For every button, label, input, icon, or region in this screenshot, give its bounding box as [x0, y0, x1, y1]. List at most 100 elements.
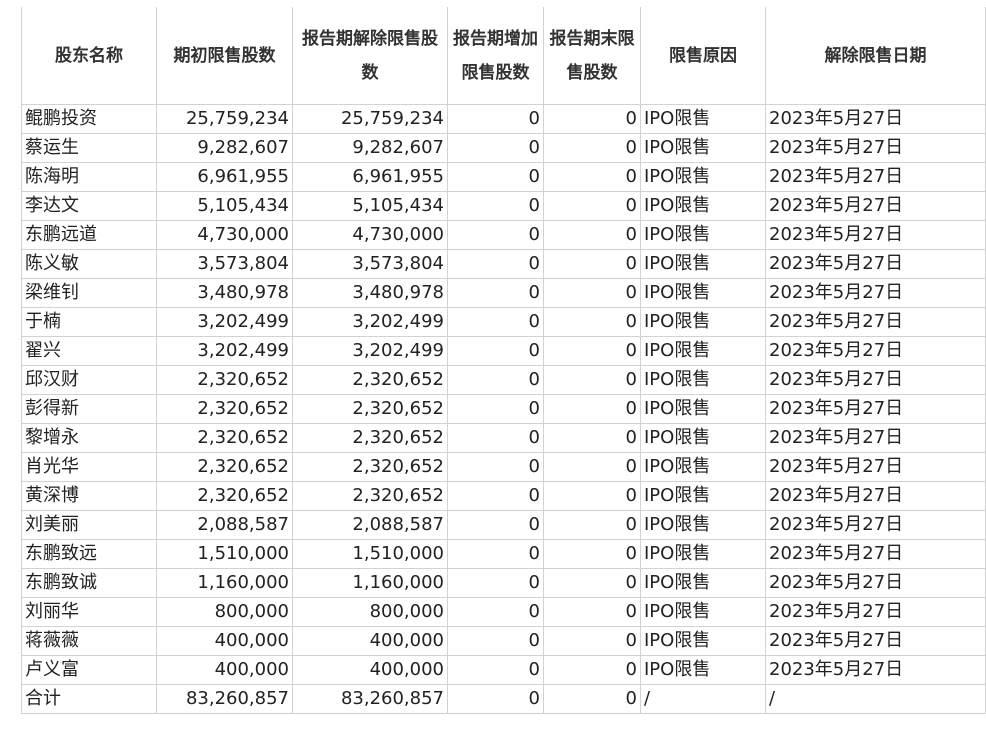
table-row: 肖光华 2,320,652 2,320,652 0 0 IPO限售 2023年5月27日	[21, 452, 986, 482]
table-row: 翟兴 3,202,499 3,202,499 0 0 IPO限售 2023年5月27日	[21, 336, 986, 366]
cell-name: 陈义敏	[21, 249, 157, 279]
cell-released: 3,480,978	[292, 278, 448, 308]
cell-added: 0	[447, 133, 544, 163]
cell-date: /	[765, 684, 986, 714]
cell-added: 0	[447, 336, 544, 366]
cell-opening: 2,320,652	[156, 423, 293, 453]
cell-date: 2023年5月27日	[765, 365, 986, 395]
cell-added: 0	[447, 510, 544, 540]
cell-reason: /	[640, 684, 766, 714]
cell-name: 蒋薇薇	[21, 626, 157, 656]
cell-opening: 5,105,434	[156, 191, 293, 221]
cell-date: 2023年5月27日	[765, 481, 986, 511]
cell-reason: IPO限售	[640, 568, 766, 598]
table-row: 陈海明 6,961,955 6,961,955 0 0 IPO限售 2023年5月27日	[21, 162, 986, 192]
table-row: 黄深博 2,320,652 2,320,652 0 0 IPO限售 2023年5月27日	[21, 481, 986, 511]
header-opening-restricted: 期初限售股数	[156, 7, 293, 105]
cell-closing: 0	[543, 626, 641, 656]
cell-released: 83,260,857	[292, 684, 448, 714]
cell-name: 刘丽华	[21, 597, 157, 627]
cell-closing: 0	[543, 220, 641, 250]
header-closing-restricted: 报告期末限售股数	[543, 7, 641, 105]
cell-date: 2023年5月27日	[765, 626, 986, 656]
cell-released: 2,320,652	[292, 423, 448, 453]
cell-added: 0	[447, 278, 544, 308]
cell-reason: IPO限售	[640, 626, 766, 656]
cell-opening: 3,202,499	[156, 336, 293, 366]
cell-closing: 0	[543, 452, 641, 482]
cell-released: 2,320,652	[292, 394, 448, 424]
cell-name: 肖光华	[21, 452, 157, 482]
header-reason: 限售原因	[640, 7, 766, 105]
cell-released: 3,573,804	[292, 249, 448, 279]
cell-added: 0	[447, 191, 544, 221]
cell-opening: 2,320,652	[156, 394, 293, 424]
cell-reason: IPO限售	[640, 133, 766, 163]
cell-opening: 2,320,652	[156, 481, 293, 511]
cell-closing: 0	[543, 104, 641, 134]
header-released: 报告期解除限售股数	[292, 7, 448, 105]
cell-date: 2023年5月27日	[765, 162, 986, 192]
cell-closing: 0	[543, 423, 641, 453]
cell-opening: 400,000	[156, 655, 293, 685]
cell-date: 2023年5月27日	[765, 278, 986, 308]
cell-reason: IPO限售	[640, 394, 766, 424]
cell-opening: 9,282,607	[156, 133, 293, 163]
cell-released: 400,000	[292, 655, 448, 685]
restricted-shares-table: 股东名称 期初限售股数 报告期解除限售股数 报告期增加限售股数 报告期末限售股数 限售原因…	[21, 7, 986, 714]
table-row: 于楠 3,202,499 3,202,499 0 0 IPO限售 2023年5月27日	[21, 307, 986, 337]
cell-name: 东鹏致远	[21, 539, 157, 569]
header-added: 报告期增加限售股数	[447, 7, 544, 105]
cell-released: 2,088,587	[292, 510, 448, 540]
cell-name: 翟兴	[21, 336, 157, 366]
cell-released: 25,759,234	[292, 104, 448, 134]
cell-name: 黎增永	[21, 423, 157, 453]
table-row: 彭得新 2,320,652 2,320,652 0 0 IPO限售 2023年5月27日	[21, 394, 986, 424]
cell-reason: IPO限售	[640, 191, 766, 221]
header-release-date: 解除限售日期	[765, 7, 986, 105]
cell-added: 0	[447, 220, 544, 250]
cell-added: 0	[447, 655, 544, 685]
cell-date: 2023年5月27日	[765, 597, 986, 627]
cell-added: 0	[447, 452, 544, 482]
cell-opening: 1,510,000	[156, 539, 293, 569]
cell-released: 9,282,607	[292, 133, 448, 163]
cell-reason: IPO限售	[640, 365, 766, 395]
cell-reason: IPO限售	[640, 539, 766, 569]
cell-closing: 0	[543, 336, 641, 366]
cell-reason: IPO限售	[640, 423, 766, 453]
cell-reason: IPO限售	[640, 655, 766, 685]
cell-released: 2,320,652	[292, 365, 448, 395]
cell-released: 800,000	[292, 597, 448, 627]
cell-opening: 3,573,804	[156, 249, 293, 279]
cell-released: 400,000	[292, 626, 448, 656]
cell-name: 刘美丽	[21, 510, 157, 540]
cell-closing: 0	[543, 394, 641, 424]
table-row: 东鹏远道 4,730,000 4,730,000 0 0 IPO限售 2023年5月27日	[21, 220, 986, 250]
header-shareholder-name: 股东名称	[21, 7, 157, 105]
cell-name: 李达文	[21, 191, 157, 221]
cell-date: 2023年5月27日	[765, 133, 986, 163]
cell-name: 陈海明	[21, 162, 157, 192]
table-row: 卢义富 400,000 400,000 0 0 IPO限售 2023年5月27日	[21, 655, 986, 685]
cell-opening: 25,759,234	[156, 104, 293, 134]
cell-added: 0	[447, 307, 544, 337]
cell-reason: IPO限售	[640, 220, 766, 250]
cell-date: 2023年5月27日	[765, 307, 986, 337]
cell-opening: 1,160,000	[156, 568, 293, 598]
cell-reason: IPO限售	[640, 336, 766, 366]
cell-opening: 83,260,857	[156, 684, 293, 714]
cell-opening: 400,000	[156, 626, 293, 656]
cell-closing: 0	[543, 510, 641, 540]
cell-reason: IPO限售	[640, 597, 766, 627]
cell-name: 鲲鹏投资	[21, 104, 157, 134]
cell-added: 0	[447, 481, 544, 511]
table-row: 鲲鹏投资 25,759,234 25,759,234 0 0 IPO限售 2023年5月27…	[21, 104, 986, 134]
cell-date: 2023年5月27日	[765, 191, 986, 221]
table-row: 东鹏致诚 1,160,000 1,160,000 0 0 IPO限售 2023年5月27日	[21, 568, 986, 598]
cell-added: 0	[447, 394, 544, 424]
table-row: 黎增永 2,320,652 2,320,652 0 0 IPO限售 2023年5月27日	[21, 423, 986, 453]
table-row: 邱汉财 2,320,652 2,320,652 0 0 IPO限售 2023年5月27日	[21, 365, 986, 395]
cell-reason: IPO限售	[640, 104, 766, 134]
table-row: 蒋薇薇 400,000 400,000 0 0 IPO限售 2023年5月27日	[21, 626, 986, 656]
